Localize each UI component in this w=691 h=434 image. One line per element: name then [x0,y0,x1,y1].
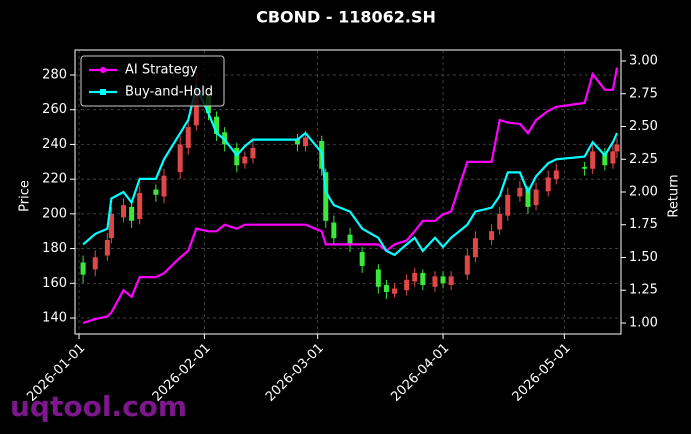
return-line [82,67,619,325]
y2-tick-label: 1.75 [629,217,658,232]
candle-body [614,144,620,152]
candle-body [383,285,389,292]
chart-title: CBOND - 118062.SH [256,8,436,27]
candle-body [412,272,418,282]
y-tick-label: 240 [42,137,67,152]
candle-body [92,257,98,270]
y2-tick-label: 3.00 [629,54,658,69]
candle-body [161,175,167,197]
candle-body [472,238,478,258]
y2-tick-label: 1.25 [629,283,658,298]
candle-body [497,213,503,230]
y-axis-label: Price [18,180,33,212]
y2-tick-label: 1.50 [629,250,658,265]
y2-tick-label: 2.25 [629,152,658,167]
candle-body [185,127,191,148]
candle-body [347,234,353,246]
candle-body [404,279,410,291]
candle-body [420,272,426,286]
candle-body [448,276,454,286]
candle-body [193,88,199,126]
candle-body [323,172,329,221]
candle-body [525,189,531,207]
candle-body [104,239,110,256]
candle-body [129,206,135,221]
candle-body [590,151,596,169]
candle-body [108,213,114,239]
candle-body [517,187,523,197]
candle-body [610,151,616,164]
y-tick-label: 160 [42,276,67,291]
y-tick-label: 220 [42,172,67,187]
y-tick-label: 180 [42,241,67,256]
candle-body [80,262,86,275]
plot-frame [74,49,622,335]
candle-body [602,153,608,166]
candle-body [505,194,511,216]
legend-marker [100,67,106,73]
candle-body [137,193,143,220]
return-line [82,83,619,257]
legend-label: AI Strategy [125,63,198,78]
candle-body [464,255,470,275]
candle-body [440,276,446,284]
y2-axis-label: Return [667,174,682,217]
candle-body [359,252,365,266]
candle-body [303,137,309,147]
candle-body [392,288,398,294]
y2-tick-label: 2.75 [629,86,658,101]
candle-body [250,147,256,159]
candle-body [214,116,220,135]
candle-body [432,276,438,287]
legend-label: Buy-and-Hold [125,85,213,100]
candle-body [375,269,381,287]
candle-body [177,144,183,173]
y2-tick-label: 1.00 [629,315,658,330]
candle-body [489,231,495,240]
candle-body [242,156,248,164]
candle-body [582,167,588,169]
y2-tick-label: 2.00 [629,185,658,200]
legend-box [80,55,225,107]
y-tick-label: 260 [42,102,67,117]
candle-body [545,177,551,192]
y2-tick-label: 2.50 [629,119,658,134]
candle-body [294,139,300,145]
candle-body [533,189,539,206]
candle-body [121,205,127,218]
legend-marker [100,89,106,95]
y-tick-label: 140 [42,311,67,326]
candle-body [153,189,159,195]
y-tick-label: 280 [42,67,67,82]
watermark: uqtool.com [10,390,187,423]
y-tick-label: 200 [42,206,67,221]
candle-body [553,170,559,180]
candle-body [331,222,337,239]
